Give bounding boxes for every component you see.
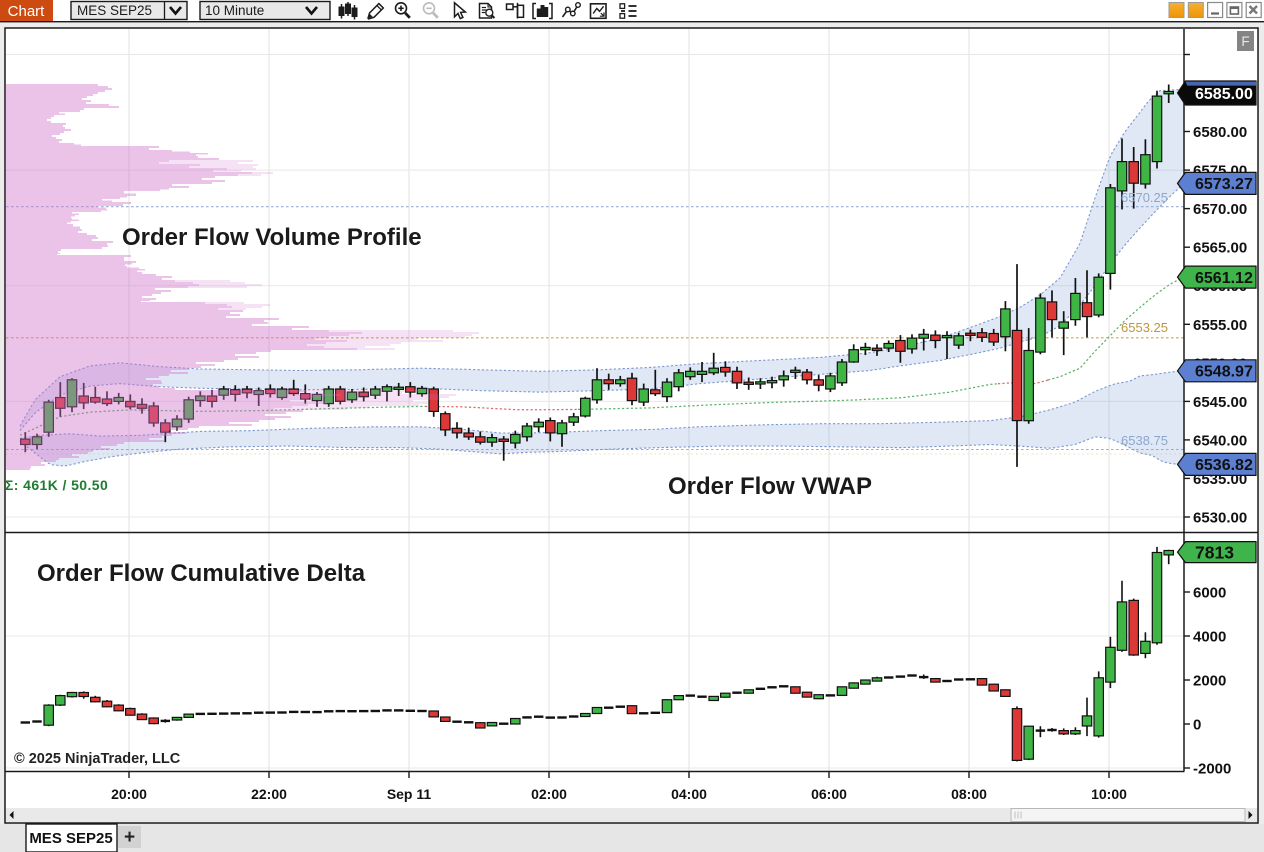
svg-text:10:00: 10:00 — [1091, 786, 1127, 802]
svg-text:Sep 11: Sep 11 — [387, 786, 432, 802]
svg-text:6536.82: 6536.82 — [1195, 457, 1253, 474]
svg-text:MES SEP25: MES SEP25 — [77, 3, 152, 18]
svg-text:6538.75: 6538.75 — [1121, 433, 1168, 448]
svg-text:7813: 7813 — [1195, 542, 1234, 562]
svg-text:6553.25: 6553.25 — [1121, 320, 1168, 335]
svg-text:Order Flow VWAP: Order Flow VWAP — [668, 473, 872, 500]
svg-text:MES SEP25: MES SEP25 — [29, 830, 112, 847]
svg-text:Σ: 461K / 50.50: Σ: 461K / 50.50 — [5, 477, 108, 493]
svg-text:02:00: 02:00 — [531, 786, 567, 802]
svg-text:6548.97: 6548.97 — [1195, 364, 1253, 381]
svg-text:6565.00: 6565.00 — [1193, 240, 1247, 257]
svg-text:F: F — [1241, 34, 1249, 49]
svg-text:6585.00: 6585.00 — [1195, 86, 1253, 103]
svg-text:6573.27: 6573.27 — [1195, 176, 1253, 193]
svg-text:10 Minute: 10 Minute — [205, 3, 264, 18]
svg-text:6530.00: 6530.00 — [1193, 510, 1247, 527]
svg-text:Chart: Chart — [8, 3, 46, 20]
svg-text:Order Flow Volume Profile: Order Flow Volume Profile — [122, 224, 422, 251]
svg-text:6580.00: 6580.00 — [1193, 124, 1247, 141]
svg-text:4000: 4000 — [1193, 629, 1226, 646]
svg-text:08:00: 08:00 — [951, 786, 987, 802]
svg-text:Order Flow Cumulative Delta: Order Flow Cumulative Delta — [37, 560, 366, 587]
svg-text:04:00: 04:00 — [671, 786, 707, 802]
svg-text:22:00: 22:00 — [251, 786, 287, 802]
svg-text:+: + — [124, 827, 135, 848]
svg-text:6545.00: 6545.00 — [1193, 394, 1247, 411]
svg-text:2000: 2000 — [1193, 673, 1226, 690]
svg-text:6555.00: 6555.00 — [1193, 317, 1247, 334]
svg-text:0: 0 — [1193, 717, 1201, 734]
svg-text:6540.00: 6540.00 — [1193, 432, 1247, 449]
svg-text:20:00: 20:00 — [111, 786, 147, 802]
svg-text:6570.00: 6570.00 — [1193, 201, 1247, 218]
svg-text:-2000: -2000 — [1193, 761, 1231, 778]
svg-text:06:00: 06:00 — [811, 786, 847, 802]
svg-text:© 2025 NinjaTrader, LLC: © 2025 NinjaTrader, LLC — [14, 751, 181, 767]
svg-text:6561.12: 6561.12 — [1195, 270, 1253, 287]
svg-text:6000: 6000 — [1193, 585, 1226, 602]
svg-text:6570.25: 6570.25 — [1121, 190, 1168, 205]
